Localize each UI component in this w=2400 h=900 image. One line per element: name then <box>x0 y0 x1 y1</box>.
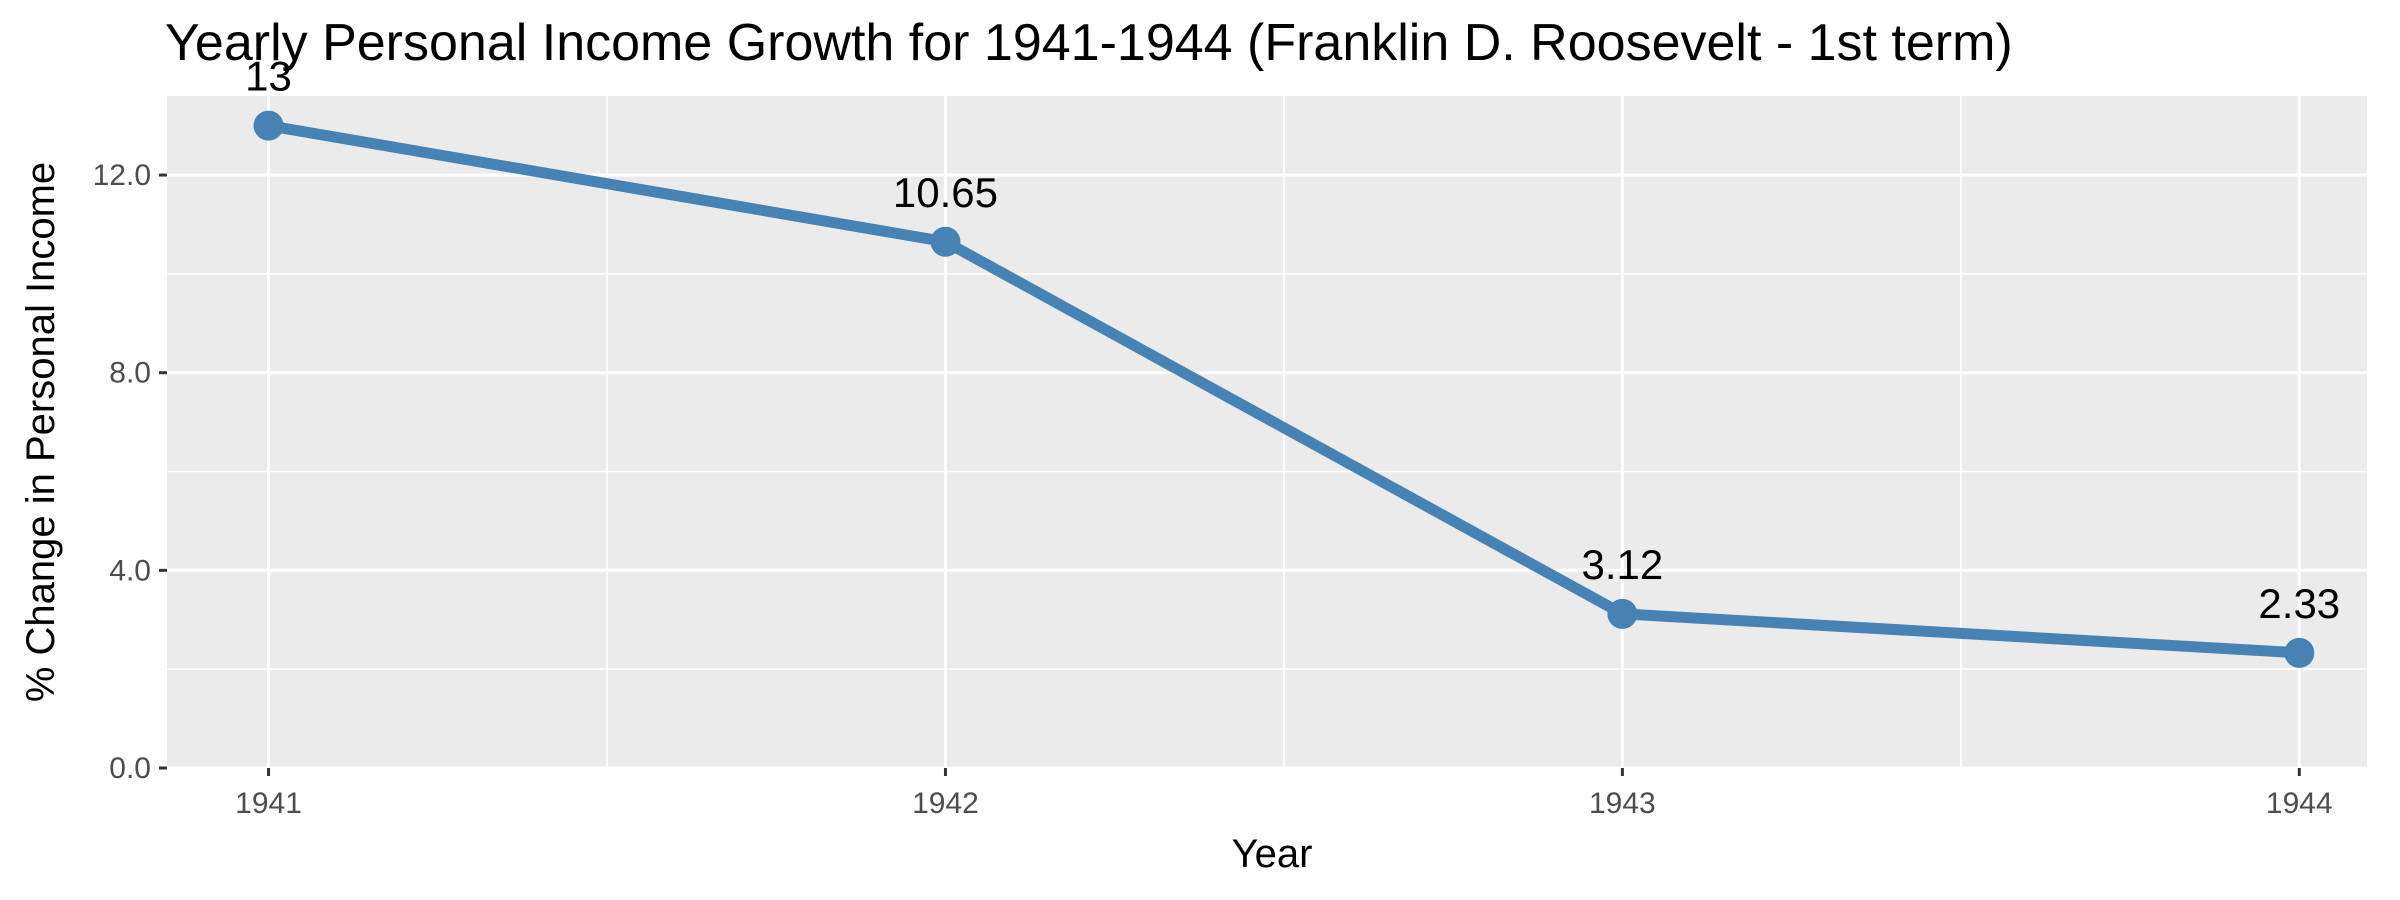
x-tick-label: 1942 <box>912 787 979 820</box>
x-tick-label: 1941 <box>235 787 302 820</box>
chart-title: Yearly Personal Income Growth for 1941-1… <box>165 14 2013 72</box>
y-tick-label: 4.0 <box>109 554 151 587</box>
data-labels: 13 10.65 3.12 2.33 <box>245 53 2340 627</box>
x-axis-tick-labels: 1941 1942 1943 1944 <box>235 787 2333 820</box>
y-tick-label: 8.0 <box>109 357 151 390</box>
x-tick-label: 1943 <box>1589 787 1656 820</box>
y-axis-title: % Change in Personal Income <box>19 162 63 702</box>
data-label: 3.12 <box>1582 541 1664 588</box>
data-label: 13 <box>245 53 292 100</box>
data-points <box>253 110 2315 668</box>
plot-panel <box>167 96 2367 768</box>
y-axis-tick-labels: 0.0 4.0 8.0 12.0 <box>93 159 151 785</box>
data-label: 10.65 <box>893 169 998 216</box>
data-point <box>1607 598 1638 629</box>
data-point <box>2284 637 2315 668</box>
x-tick-label: 1944 <box>2266 787 2333 820</box>
income-growth-line <box>263 120 2305 659</box>
x-axis-title: Year <box>1232 832 1313 876</box>
data-label: 2.33 <box>2258 580 2340 627</box>
data-point <box>930 226 961 257</box>
axis-ticks <box>159 173 2301 776</box>
data-point <box>253 110 284 141</box>
y-tick-label: 12.0 <box>93 159 151 192</box>
y-tick-label: 0.0 <box>109 752 151 785</box>
